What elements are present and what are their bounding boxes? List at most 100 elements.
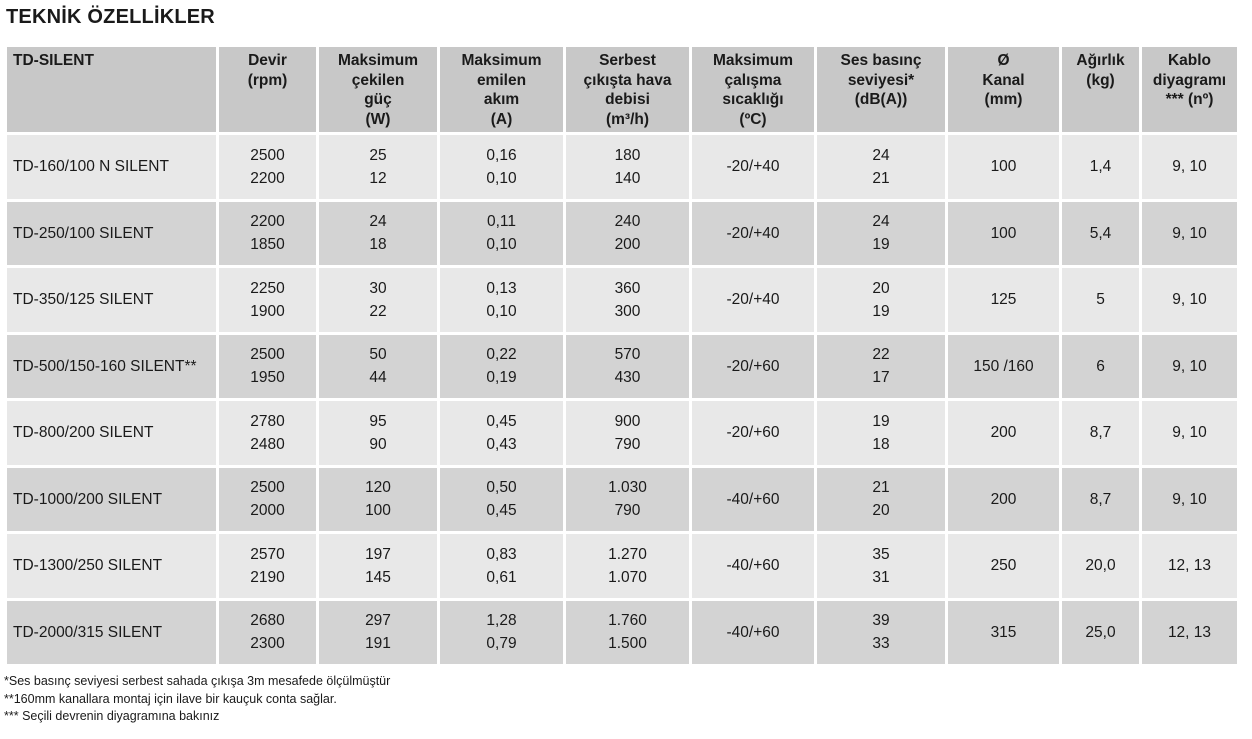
cell-power: 30 22: [319, 268, 437, 332]
cell-value: 180: [614, 146, 641, 164]
cell-noise: 20 19: [817, 268, 945, 332]
header-line: çekilen: [351, 71, 405, 89]
cell-value: 2500: [250, 479, 285, 497]
header-line: çıkışta hava: [583, 71, 672, 89]
cell-value: 19: [872, 412, 890, 430]
header-line: (mm): [984, 91, 1023, 108]
cell-value: 0,13: [486, 279, 517, 297]
cell-value: 2500: [250, 346, 285, 364]
footnote: *** Seçili devrenin diyagramına bakınız: [4, 709, 220, 723]
cell-value: 0,16: [486, 146, 517, 164]
cell-value: 300: [614, 302, 641, 320]
cell-duct: 100: [948, 135, 1059, 199]
cell-current: 0,45 0,43: [440, 401, 563, 465]
cell-value: 2000: [250, 502, 285, 520]
cell-value: 50: [369, 346, 387, 364]
cell-current: 0,50 0,45: [440, 467, 563, 531]
cell-weight: 25,0: [1062, 600, 1139, 664]
cell-power: 50 44: [319, 334, 437, 398]
cell-value: 100: [365, 502, 391, 520]
header-line: Maksimum: [337, 52, 419, 69]
table-row: TD-250/100 SILENT 2200 1850 24 18 0,11 0,10 240…: [7, 201, 1237, 265]
cell-value: 95: [369, 412, 387, 430]
cell-current: 0,22 0,19: [440, 334, 563, 398]
cell-current: 0,13 0,10: [440, 268, 563, 332]
cell-value: 145: [365, 568, 391, 586]
table-body: TD-160/100 N SILENT 2500 2200 25 12 0,16 0,10 1…: [7, 135, 1237, 664]
cell-model: TD-1000/200 SILENT: [7, 467, 216, 531]
cell-duct: 315: [948, 600, 1059, 664]
cell-value: 0,79: [486, 635, 517, 653]
column-header-noise: Ses basınç seviyesi* (dB(A)): [817, 47, 945, 132]
cell-value: 19: [872, 302, 890, 320]
header-line: Maksimum: [461, 52, 542, 69]
cell-value: 21: [872, 479, 890, 497]
cell-value: 2300: [250, 635, 285, 653]
cell-diagram: 12, 13: [1142, 534, 1237, 598]
cell-duct: 200: [948, 401, 1059, 465]
header-line: akım: [483, 91, 520, 108]
cell-noise: 24 19: [817, 201, 945, 265]
cell-value: 0,50: [486, 479, 517, 497]
cell-diagram: 9, 10: [1142, 268, 1237, 332]
cell-value: 33: [872, 635, 890, 653]
header-line: (A): [490, 110, 513, 128]
table-row: TD-2000/315 SILENT 2680 2300 297 191 1,28 0,79…: [7, 600, 1237, 664]
cell-value: 2190: [250, 568, 285, 586]
cell-model: TD-1300/250 SILENT: [7, 534, 216, 598]
cell-value: 2680: [250, 612, 285, 630]
header-line: (kg): [1086, 71, 1115, 89]
cell-model: TD-350/125 SILENT: [7, 268, 216, 332]
cell-model: TD-160/100 N SILENT: [7, 135, 216, 199]
cell-power: 120 100: [319, 467, 437, 531]
cell-rpm: 2780 2480: [219, 401, 316, 465]
cell-model: TD-2000/315 SILENT: [7, 600, 216, 664]
cell-value: 2200: [250, 213, 285, 231]
column-header-diagram: Kablo diyagramı *** (nº): [1142, 47, 1237, 132]
cell-value: 790: [614, 502, 641, 520]
cell-diagram: 9, 10: [1142, 201, 1237, 265]
cell-diagram: 12, 13: [1142, 600, 1237, 664]
cell-weight: 5: [1062, 268, 1139, 332]
column-header-temp: Maksimum çalışma sıcaklığı (ºC): [692, 47, 814, 132]
cell-value: 570: [614, 346, 641, 364]
cell-duct: 125: [948, 268, 1059, 332]
cell-value: 0,22: [486, 346, 517, 364]
cell-value: 240: [614, 213, 641, 231]
cell-airflow: 240 200: [566, 201, 689, 265]
header-line: (m³/h): [605, 110, 650, 128]
cell-value: 20: [872, 279, 890, 297]
cell-value: 20: [872, 502, 890, 520]
cell-value: 0,61: [486, 568, 517, 586]
cell-value: 2500: [250, 146, 285, 164]
cell-value: 0,11: [486, 213, 517, 231]
cell-temp: -20/+60: [692, 401, 814, 465]
cell-temp: -20/+40: [692, 135, 814, 199]
column-header-airflow: Serbest çıkışta hava debisi (m³/h): [566, 47, 689, 132]
cell-value: 24: [872, 213, 890, 231]
page-title: TEKNİK ÖZELLİKLER: [6, 6, 215, 28]
cell-value: 25: [369, 146, 387, 164]
cell-value: 0,10: [486, 236, 517, 254]
cell-duct: 200: [948, 467, 1059, 531]
header-line: Kablo: [1167, 52, 1212, 69]
header-line: Ağırlık: [1076, 52, 1125, 69]
header-line: (dB(A)): [854, 91, 908, 108]
column-header-rpm: Devir (rpm): [219, 47, 316, 132]
cell-airflow: 180 140: [566, 135, 689, 199]
cell-value: 1.500: [608, 635, 647, 653]
table-row: TD-1300/250 SILENT 2570 2190 197 145 0,83 0,61…: [7, 534, 1237, 598]
column-header-duct: Ø Kanal (mm): [948, 47, 1059, 132]
cell-weight: 5,4: [1062, 201, 1139, 265]
cell-value: 900: [614, 412, 641, 430]
column-header-weight: Ağırlık (kg): [1062, 47, 1139, 132]
footnotes: *Ses basınç seviyesi serbest sahada çıkı…: [4, 673, 390, 726]
cell-duct: 100: [948, 201, 1059, 265]
cell-rpm: 2250 1900: [219, 268, 316, 332]
cell-weight: 20,0: [1062, 534, 1139, 598]
header-line: güç: [364, 91, 392, 108]
column-header-power: Maksimum çekilen güç (W): [319, 47, 437, 132]
cell-current: 1,28 0,79: [440, 600, 563, 664]
cell-rpm: 2680 2300: [219, 600, 316, 664]
cell-value: 140: [614, 169, 641, 187]
